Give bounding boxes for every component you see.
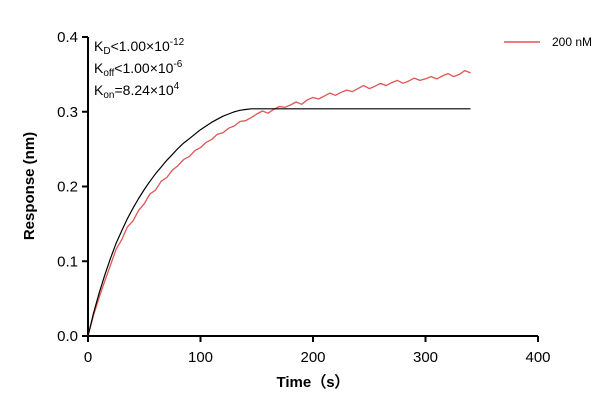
x-tick-label: 200 xyxy=(300,349,325,366)
annotation-kd: KD<1.00×10-12 xyxy=(94,37,185,57)
x-tick-label: 0 xyxy=(84,349,92,366)
fit-curve-line xyxy=(87,108,471,337)
x-tick-label: 100 xyxy=(188,349,213,366)
x-axis-title: Time（s） xyxy=(276,373,349,391)
y-ticks: 0.0 0.1 0.2 0.3 0.4 xyxy=(57,29,88,345)
series-layer xyxy=(87,69,471,337)
series-line-200nm xyxy=(87,69,471,337)
y-axis-title: Response (nm) xyxy=(21,132,38,240)
annotation-kon: Kon=8.24×104 xyxy=(94,81,180,101)
y-tick-label: 0.1 xyxy=(57,253,78,270)
y-tick-label: 0.3 xyxy=(57,104,78,121)
plot-area: 0.0 0.1 0.2 0.3 0.4 0 100 200 300 400 xyxy=(57,29,550,366)
annotation-koff: Koff<1.00×10-6 xyxy=(94,59,183,79)
x-tick-label: 400 xyxy=(525,349,550,366)
x-ticks: 0 100 200 300 400 xyxy=(84,336,551,366)
y-tick-label: 0.2 xyxy=(57,179,78,196)
annotations: KD<1.00×10-12 Koff<1.00×10-6 Kon=8.24×10… xyxy=(94,37,185,101)
legend: 200 nM xyxy=(504,35,592,49)
legend-label-200nm: 200 nM xyxy=(552,35,592,49)
x-tick-label: 300 xyxy=(413,349,438,366)
y-tick-label: 0.0 xyxy=(57,328,78,345)
y-tick-label: 0.4 xyxy=(57,29,78,46)
